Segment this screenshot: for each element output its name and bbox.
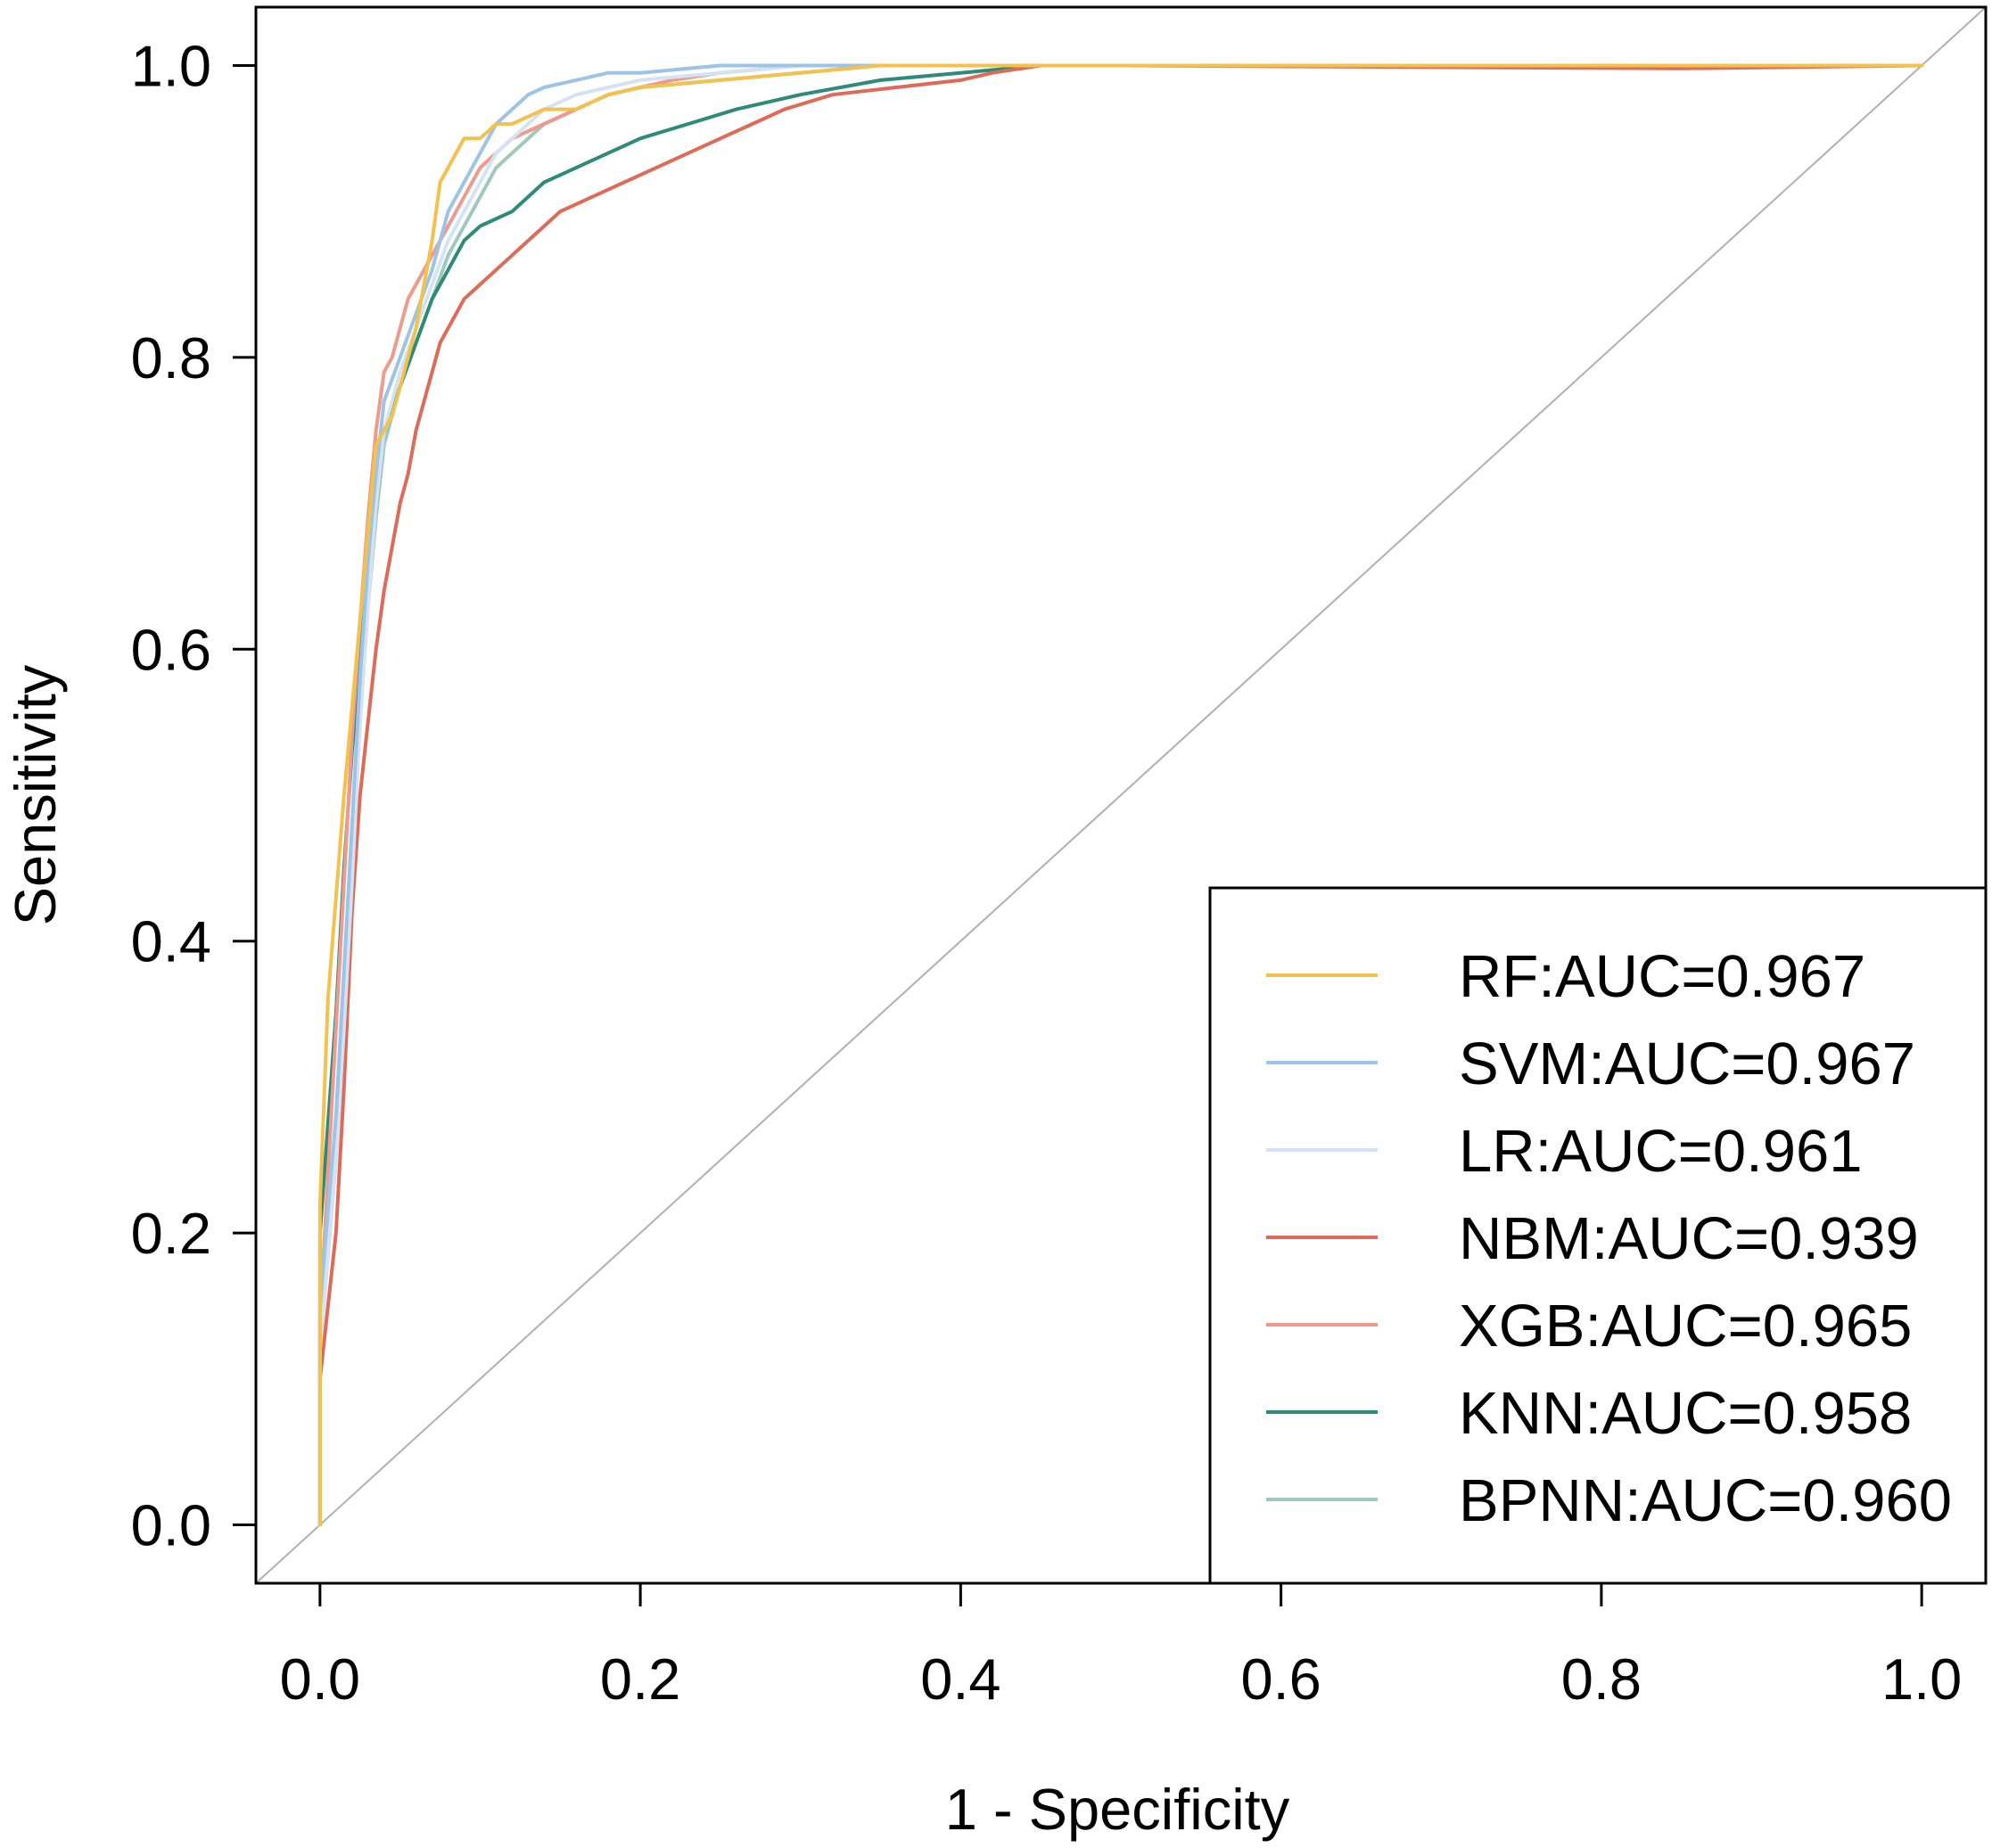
x-tick-label: 0.0 <box>280 1647 360 1712</box>
y-axis-title: Sensitivity <box>3 664 68 925</box>
y-tick-label: 0.4 <box>131 909 211 974</box>
x-tick-label: 0.2 <box>600 1647 680 1712</box>
x-tick-label: 1.0 <box>1881 1647 1962 1712</box>
y-tick-label: 0.6 <box>131 617 211 682</box>
legend-label-knn: KNN:AUC=0.958 <box>1459 1380 1912 1447</box>
roc-curve-rf <box>317 63 1924 1527</box>
y-tick-label: 0.2 <box>131 1201 211 1266</box>
reference-diagonal-line <box>256 7 1986 1583</box>
legend-label-rf: RF:AUC=0.967 <box>1459 943 1865 1010</box>
x-tick-label: 0.8 <box>1561 1647 1642 1712</box>
x-axis-title: 1 - Specificity <box>945 1777 1290 1842</box>
plot-frame <box>254 5 1988 1585</box>
y-tick-label: 1.0 <box>131 33 211 98</box>
legend-label-lr: LR:AUC=0.961 <box>1459 1118 1863 1185</box>
legend-label-bpnn: BPNN:AUC=0.960 <box>1459 1467 1952 1534</box>
roc-curve-svm <box>317 63 1924 1527</box>
legend-label-svm: SVM:AUC=0.967 <box>1459 1031 1915 1097</box>
legend: RF:AUC=0.967 SVM:AUC=0.967 LR:AUC=0.961 NBM… <box>1208 886 1988 1585</box>
roc-curve-lr <box>317 63 1924 1527</box>
y-tick-label: 0.0 <box>131 1493 211 1558</box>
roc-curve-nbm <box>317 63 1924 1527</box>
x-tick-label: 0.4 <box>920 1647 1000 1712</box>
legend-label-xgb: XGB:AUC=0.965 <box>1459 1293 1912 1359</box>
y-tick-label: 0.8 <box>131 325 211 390</box>
x-tick-label: 0.6 <box>1240 1647 1321 1712</box>
axes: 0.0 0.2 0.4 0.6 0.8 1.0 0.0 0.2 0.4 0.6 0.8 1.0 <box>131 33 1963 1712</box>
legend-label-nbm: NBM:AUC=0.939 <box>1459 1205 1919 1272</box>
plot-marks <box>256 7 1986 1583</box>
